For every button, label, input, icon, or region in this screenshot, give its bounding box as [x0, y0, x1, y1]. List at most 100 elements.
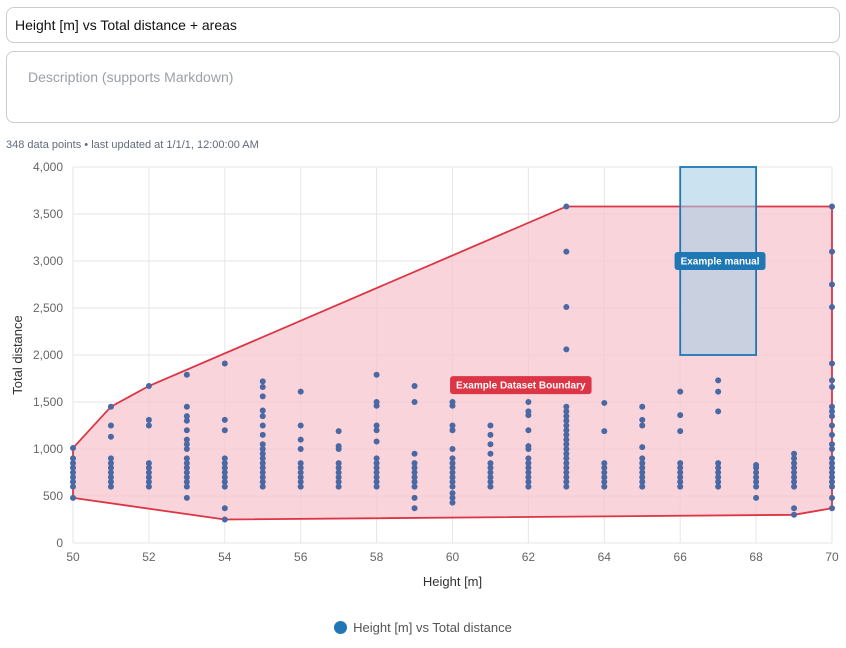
data-point — [829, 460, 835, 467]
data-point — [221, 460, 228, 467]
data-point — [70, 483, 76, 490]
dataset-boundary-label-badge — [450, 376, 592, 395]
data-point — [791, 474, 798, 481]
data-point — [715, 483, 722, 490]
data-point — [487, 460, 494, 467]
data-point — [829, 483, 835, 490]
data-point — [487, 469, 494, 476]
data-point — [335, 464, 342, 471]
x-tick-label: 62 — [522, 550, 536, 564]
data-point — [145, 464, 152, 471]
x-tick-label: 64 — [598, 550, 612, 564]
data-point — [297, 436, 304, 443]
data-point — [525, 483, 532, 490]
data-point — [563, 446, 570, 452]
data-point — [639, 469, 646, 476]
data-point — [563, 460, 570, 467]
data-point — [563, 413, 570, 420]
chart-title-input[interactable] — [6, 7, 840, 43]
x-tick-label: 66 — [674, 550, 688, 564]
data-point — [525, 469, 532, 476]
data-point — [677, 388, 684, 395]
legend-series-marker[interactable] — [334, 621, 348, 634]
y-tick-label: 1,500 — [33, 395, 63, 409]
data-point — [259, 422, 266, 429]
x-tick-label: 50 — [66, 550, 80, 564]
data-point — [829, 494, 835, 501]
legend-series-label[interactable]: Height [m] vs Total distance — [353, 620, 512, 635]
data-point — [563, 431, 570, 438]
data-point — [183, 413, 190, 420]
data-point — [487, 450, 494, 457]
data-point — [601, 428, 608, 435]
data-point — [107, 474, 114, 481]
data-point — [373, 422, 380, 429]
data-point — [449, 446, 456, 452]
y-tick-label: 1,000 — [33, 442, 63, 456]
scatter-chart: 0 500 1,000 1,500 2,000 2,500 3,000 3,500 4,000 5… — [10, 160, 839, 589]
data-point — [70, 494, 76, 501]
data-point — [373, 427, 380, 434]
data-point — [259, 450, 266, 457]
data-point — [221, 469, 228, 476]
data-point — [259, 464, 266, 471]
data-point — [563, 483, 570, 490]
data-point — [525, 460, 532, 467]
data-point — [449, 464, 456, 471]
data-point — [829, 446, 835, 452]
data-point — [829, 281, 835, 288]
data-point — [829, 431, 835, 438]
chart-legend: Height [m] vs Total distance — [0, 620, 846, 635]
data-point — [563, 346, 570, 353]
data-point — [449, 490, 456, 497]
data-point — [525, 455, 532, 462]
data-point — [639, 483, 646, 490]
data-point — [639, 403, 646, 410]
data-point — [183, 474, 190, 481]
data-points-meta: 348 data points • last updated at 1/1/1,… — [6, 139, 259, 151]
data-point — [449, 455, 456, 462]
data-point — [297, 469, 304, 476]
data-point — [107, 455, 114, 462]
data-point — [487, 474, 494, 481]
data-point — [563, 417, 570, 424]
data-point — [145, 383, 152, 390]
data-point — [525, 408, 532, 415]
data-point — [411, 399, 418, 405]
data-point — [411, 460, 418, 467]
data-point — [829, 203, 835, 210]
data-point — [829, 455, 835, 462]
data-point — [183, 371, 190, 378]
data-point — [107, 483, 114, 490]
data-point — [411, 494, 418, 501]
data-point — [525, 443, 532, 450]
data-point — [373, 478, 380, 485]
data-point — [411, 505, 418, 512]
data-point — [145, 483, 152, 490]
data-point — [107, 478, 114, 485]
data-point — [487, 478, 494, 485]
data-point — [677, 478, 684, 485]
data-point — [221, 478, 228, 485]
data-point — [601, 469, 608, 476]
data-point — [829, 377, 835, 384]
data-point — [449, 399, 456, 405]
data-point — [373, 469, 380, 476]
data-point — [297, 422, 304, 429]
description-textarea[interactable] — [6, 51, 840, 123]
data-point — [145, 478, 152, 485]
data-point — [373, 464, 380, 471]
y-tick-label: 500 — [43, 489, 63, 503]
data-point — [335, 474, 342, 481]
data-point — [563, 478, 570, 485]
data-point — [221, 474, 228, 481]
data-point — [563, 304, 570, 311]
data-point — [525, 478, 532, 485]
data-point — [297, 464, 304, 471]
data-point — [411, 450, 418, 457]
data-point — [791, 450, 798, 457]
data-point — [639, 464, 646, 471]
data-point — [829, 413, 835, 420]
data-point — [297, 483, 304, 490]
data-point — [259, 469, 266, 476]
